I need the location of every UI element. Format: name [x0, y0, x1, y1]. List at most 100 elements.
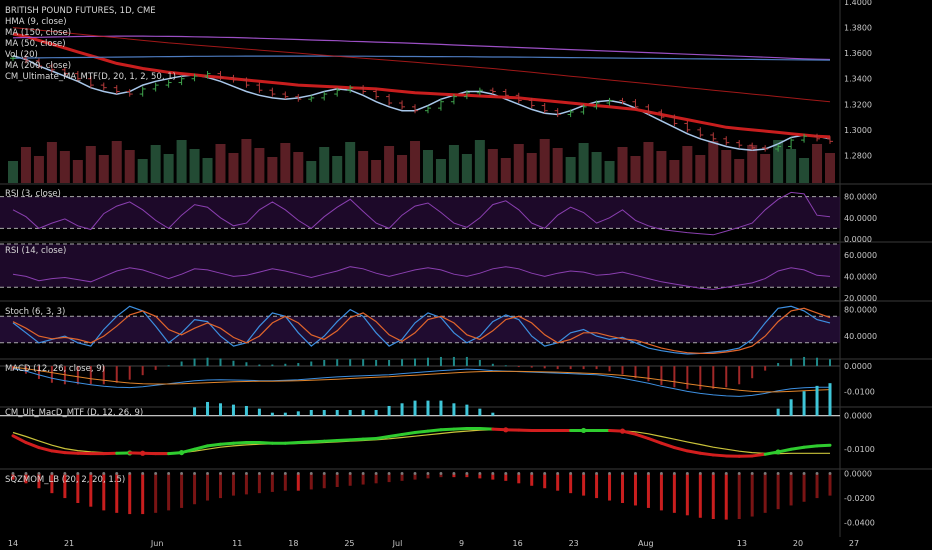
sqz-dot	[763, 472, 767, 475]
macd-hist-bar	[426, 357, 429, 367]
sqz-dot	[257, 472, 261, 475]
cm-macd-segment	[633, 432, 650, 441]
sqz-hist-bar	[633, 473, 637, 506]
x-tick-label: 20	[793, 539, 803, 548]
macd-hist-bar	[180, 361, 183, 367]
volume-bar	[241, 139, 252, 183]
sqz-dot	[815, 472, 819, 475]
legend-cm-ultimate: CM_Ultimate_MA_MTF(D, 20, 1, 2, 50, 1)	[5, 72, 176, 82]
sqz-hist-bar	[154, 473, 158, 513]
sqz-dot	[50, 472, 54, 475]
sqz-hist-bar	[595, 473, 599, 499]
sqz-dot	[530, 472, 534, 475]
cm-hist-bar	[283, 412, 287, 416]
macd-hist-bar	[764, 366, 767, 371]
macd-hist-bar	[530, 366, 533, 368]
macd-hist-bar	[89, 366, 92, 385]
cm-macd-segment	[815, 443, 832, 448]
sqz-dot	[335, 472, 339, 475]
sqz-dot	[400, 472, 404, 475]
volume-bar	[721, 150, 732, 183]
cm-hist-bar	[361, 410, 365, 416]
sqz-dot	[660, 472, 663, 475]
cm-hist-bar	[802, 391, 806, 416]
cm-macd-segment	[750, 452, 767, 458]
macd-hist-bar	[608, 366, 611, 372]
y-tick-label: 40.0000	[844, 332, 877, 341]
volume-bar	[228, 153, 239, 183]
sqz-hist-bar	[76, 473, 80, 503]
macd-hist-bar	[816, 357, 819, 367]
macd-hist-bar	[504, 365, 507, 367]
sqz-hist-bar	[426, 473, 430, 479]
sqz-dot	[543, 472, 547, 475]
sqz-dot	[413, 472, 417, 475]
cm-macd-segment	[478, 426, 495, 431]
macd-hist-bar	[790, 358, 793, 367]
volume-bar	[552, 148, 563, 183]
volume-bar	[371, 160, 382, 183]
x-tick-label: 13	[737, 539, 747, 548]
macd-hist-bar	[128, 366, 131, 380]
cm-macd-segment	[802, 444, 819, 449]
volume-bar	[124, 150, 135, 183]
overbought-oversold-band	[0, 316, 840, 343]
macd-hist-bar	[829, 359, 831, 367]
sqz-hist-bar	[724, 473, 728, 520]
sqz-hist-bar	[24, 473, 28, 484]
cm-macd-segment	[374, 434, 391, 441]
stoch-d-line	[12, 307, 831, 354]
sqz-hist-bar	[400, 473, 404, 481]
y-tick-label: 20.0000	[844, 294, 877, 303]
sqz-dot	[452, 472, 456, 475]
sqz-hist-bar	[452, 473, 456, 478]
x-tick-label: 16	[513, 539, 523, 548]
x-tick-label: Aug	[638, 539, 654, 548]
cm-macd-segment	[283, 441, 300, 445]
sqz-dot	[193, 472, 196, 475]
cm-macd-segment	[37, 446, 54, 453]
cm-hist-bar	[257, 408, 261, 416]
cm-macd-segment	[387, 432, 404, 438]
sqz-dot	[128, 472, 132, 475]
sqz-hist-bar	[11, 473, 15, 480]
macd-hist-bar	[115, 366, 118, 383]
volume-bar	[8, 161, 18, 183]
cm-hist-bar	[478, 408, 482, 416]
cm-hist-bar	[387, 405, 391, 416]
sqz-hist-bar	[387, 473, 391, 483]
macd-hist-bar	[439, 356, 442, 367]
cm-macd-segment	[698, 451, 715, 457]
y-tick-label: 1.4000	[844, 0, 872, 7]
sqz-hist-bar	[115, 473, 119, 513]
volume-bar	[72, 160, 83, 183]
cm-macd-segment	[63, 451, 80, 455]
cm-macd-segment	[206, 442, 222, 448]
cm-hist-bar	[452, 403, 456, 416]
sqz-dot	[685, 472, 689, 475]
overbought-oversold-band	[0, 196, 840, 229]
cm-macd-segment	[789, 445, 806, 451]
sqz-hist-bar	[257, 473, 261, 494]
volume-bar	[189, 149, 200, 183]
x-tick-label: Jul	[392, 539, 403, 548]
sqz-dot	[478, 472, 482, 475]
x-tick-label: 27	[849, 539, 859, 548]
sqz-hist-bar	[283, 473, 287, 491]
macd-hist-bar	[712, 366, 715, 389]
cm-macd-segment	[11, 434, 28, 445]
volume-bar	[33, 156, 44, 183]
macd-hist-bar	[50, 366, 53, 383]
sqz-dot	[621, 472, 624, 475]
sqz-dot	[724, 472, 728, 475]
y-tick-label: 1.3400	[844, 75, 872, 84]
cm-macd-segment	[231, 441, 248, 445]
cm-macd-segment	[322, 439, 339, 443]
volume-bar	[500, 158, 511, 183]
volume-bar	[747, 145, 758, 183]
cm-macd-segment	[452, 426, 469, 431]
volume-bar	[786, 149, 797, 183]
sqz-dot	[89, 472, 93, 475]
sqz-dot	[750, 472, 754, 475]
sqz-dot	[426, 472, 430, 475]
